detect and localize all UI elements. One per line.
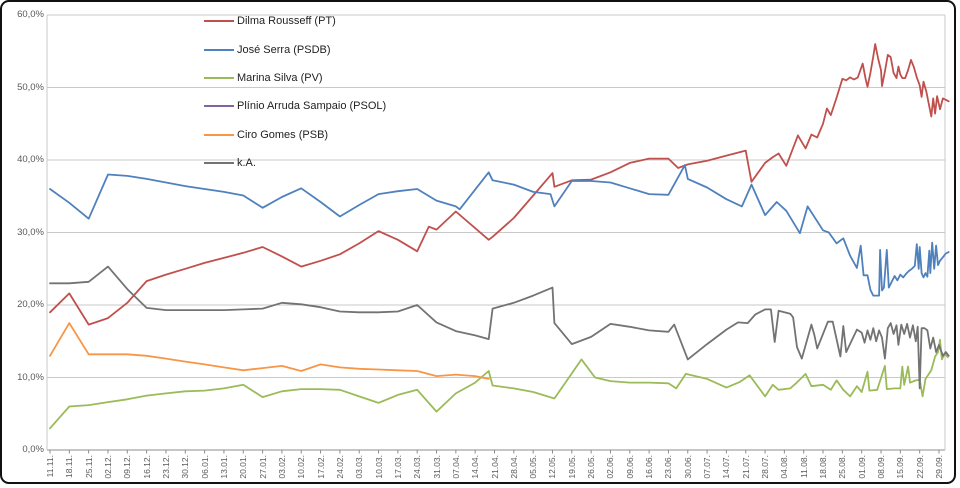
x-tick-label: 25.11. [83,455,94,479]
legend-item-ciro-gomes-psb: Ciro Gomes (PSB) [204,121,386,149]
x-tick-label: 18.08. [818,455,829,479]
y-tick-label: 20,0% [17,299,44,310]
x-tick-label: 24.02. [334,455,345,479]
x-tick-label: 05.05. [528,455,539,479]
x-tick-label: 03.02. [276,455,287,479]
legend-swatch-jos-serra-psdb [204,48,234,51]
x-tick-label: 30.12. [180,455,191,479]
y-tick-label: 60,0% [17,9,44,20]
legend-label: Ciro Gomes (PSB) [237,128,329,141]
x-tick-label: 10.02. [296,455,307,479]
x-tick-label: 09.12. [122,455,133,479]
x-tick-label: 03.03. [354,455,365,479]
x-tick-label: 24.03. [412,455,423,479]
x-tick-label: 13.01. [218,455,229,479]
legend-item-k-a: k.A. [204,149,386,177]
x-tick-label: 12.05. [547,455,558,479]
x-tick-label: 23.06. [663,455,674,479]
y-tick-label: 40,0% [17,154,44,165]
x-tick-label: 31.03. [431,455,442,479]
x-tick-label: 11.11. [45,455,55,478]
legend-item-pl-nio-arruda-sampaio-psol: Plínio Arruda Sampaio (PSOL) [204,92,386,120]
x-tick-label: 30.06. [682,455,693,479]
x-tick-label: 23.12. [160,455,171,479]
x-tick-label: 11.08. [798,455,809,479]
legend-swatch-pl-nio-arruda-sampaio-psol [204,105,234,108]
legend-item-jos-serra-psdb: José Serra (PSDB) [204,35,386,63]
x-tick-label: 16.06. [644,455,655,479]
legend-swatch-ciro-gomes-psb [204,133,234,136]
y-tick-label: 0,0% [22,444,44,455]
x-tick-label: 19.05. [566,455,577,479]
series-line-ciro-gomes-psb [49,322,490,380]
x-tick-label: 16.12. [141,455,152,479]
x-tick-label: 29.09. [934,455,944,479]
x-tick-label: 28.04. [508,455,519,479]
y-tick-label: 50,0% [17,81,44,93]
x-tick-label: 17.03. [392,455,403,479]
series-line-jos-serra-psdb [49,164,950,297]
x-tick-label: 28.07. [760,455,771,479]
x-tick-label: 27.01. [257,455,268,479]
legend-label: Marina Silva (PV) [237,71,323,84]
x-tick-label: 02.12. [102,455,113,479]
legend-item-dilma-rousseff-pt: Dilma Rousseff (PT) [204,7,386,35]
x-tick-label: 14.07. [721,455,732,479]
legend-label: José Serra (PSDB) [237,43,331,56]
series-line-k-a [49,265,950,390]
x-tick-label: 01.09. [856,455,867,479]
x-tick-label: 10.03. [373,455,384,479]
chart-legend: Dilma Rousseff (PT) José Serra (PSDB) Mari… [204,7,386,177]
x-tick-label: 08.09. [876,455,887,479]
x-tick-label: 18.11. [64,455,75,479]
legend-label: Plínio Arruda Sampaio (PSOL) [237,100,387,113]
x-tick-label: 22.09. [914,455,925,479]
plot-area: 0,0% 10,0% 20,0% 30,0% 40,0% 50,0% 60,0% 11.11… [2,2,954,482]
series-line-dilma-rousseff-pt [49,43,950,326]
x-tick-label: 26.05. [586,455,597,479]
x-tick-label: 15.09. [895,455,906,479]
x-tick-label: 21.04. [489,455,500,479]
y-tick-label: 10,0% [17,371,44,383]
x-tick-label: 20.01. [238,455,249,479]
x-tick-label: 07.07. [702,455,713,479]
y-tick-label: 30,0% [17,226,44,238]
x-tick-label: 17.02. [315,455,326,479]
legend-item-marina-silva-pv: Marina Silva (PV) [204,64,386,92]
x-tick-label: 06.01. [199,455,210,479]
legend-swatch-marina-silva-pv [204,76,234,79]
x-tick-label: 25.08. [837,455,848,479]
x-tick-label: 09.06. [624,455,635,479]
x-tick-label: 07.04. [450,455,461,479]
legend-label: k.A. [237,157,256,170]
series-line-marina-silva-pv [49,338,949,430]
x-tick-label: 02.06. [605,455,616,479]
x-tick-label: 04.08. [779,455,790,479]
legend-swatch-k-a [204,162,234,165]
legend-swatch-dilma-rousseff-pt [204,20,234,23]
x-tick-label: 14.04. [470,455,481,479]
legend-label: Dilma Rousseff (PT) [237,15,336,28]
x-tick-label: 21.07. [740,455,751,479]
